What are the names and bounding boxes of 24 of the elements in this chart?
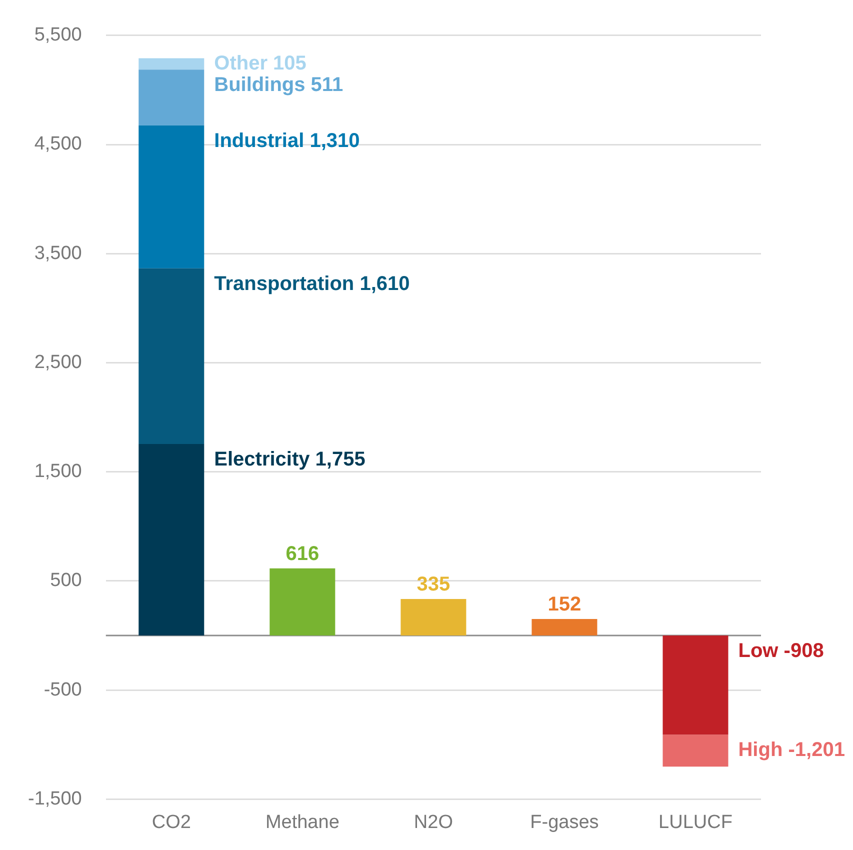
y-tick-label: -500	[44, 679, 82, 700]
text: Industrial 1,310	[214, 130, 360, 152]
x-tick-label: F-gases	[530, 812, 599, 833]
x-tick-label: N2O	[414, 812, 453, 833]
y-tick-label: 5,500	[34, 24, 82, 46]
y-tick-label: 1,500	[34, 461, 82, 482]
text: Low -908	[738, 640, 824, 662]
x-tick-label: Methane	[265, 812, 340, 833]
y-tick-label: -1,500	[28, 788, 82, 810]
data-label: 152	[548, 593, 582, 616]
y-tick-label: 500	[50, 570, 82, 592]
text: Transportation 1,610	[214, 272, 410, 295]
text: Electricity 1,755	[214, 448, 366, 471]
x-tick-label: CO2	[152, 812, 191, 833]
y-tick-label: 3,500	[34, 242, 82, 264]
text: Other 105	[214, 52, 306, 74]
y-tick-label: 2,500	[34, 352, 82, 373]
text: Buildings 511	[214, 74, 344, 96]
y-tick-label: 4,500	[34, 134, 82, 155]
text: -1,201	[788, 739, 845, 762]
x-tick-label: LULUCF	[658, 812, 732, 833]
data-label: 335	[416, 573, 450, 596]
data-label: 616	[286, 542, 320, 565]
series-label: High	[738, 739, 783, 762]
